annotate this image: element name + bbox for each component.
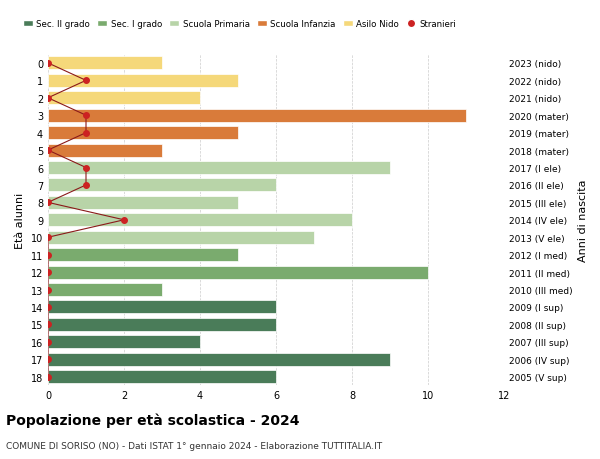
Bar (48, 301, 276, 314)
Bar (48, 179, 276, 192)
Bar (48, 336, 200, 348)
Bar (48, 249, 238, 262)
Bar (48, 196, 238, 209)
Bar (48, 370, 276, 383)
Bar (48, 92, 200, 105)
Bar (48, 162, 390, 175)
Bar (48, 266, 428, 279)
Bar (48, 283, 162, 297)
Bar (48, 57, 162, 70)
Bar (48, 214, 352, 227)
Bar (48, 231, 314, 244)
Bar (48, 318, 276, 331)
Bar (48, 75, 238, 88)
Bar (48, 127, 238, 140)
Bar (48, 144, 162, 157)
Bar (48, 109, 466, 123)
Y-axis label: Età alunni: Età alunni (15, 192, 25, 248)
Legend: Sec. II grado, Sec. I grado, Scuola Primaria, Scuola Infanzia, Asilo Nido, Stran: Sec. II grado, Sec. I grado, Scuola Prim… (19, 17, 460, 32)
Text: COMUNE DI SORISO (NO) - Dati ISTAT 1° gennaio 2024 - Elaborazione TUTTITALIA.IT: COMUNE DI SORISO (NO) - Dati ISTAT 1° ge… (6, 441, 382, 450)
Y-axis label: Anni di nascita: Anni di nascita (578, 179, 588, 262)
Bar (48, 353, 390, 366)
Text: Popolazione per età scolastica - 2024: Popolazione per età scolastica - 2024 (6, 413, 299, 428)
